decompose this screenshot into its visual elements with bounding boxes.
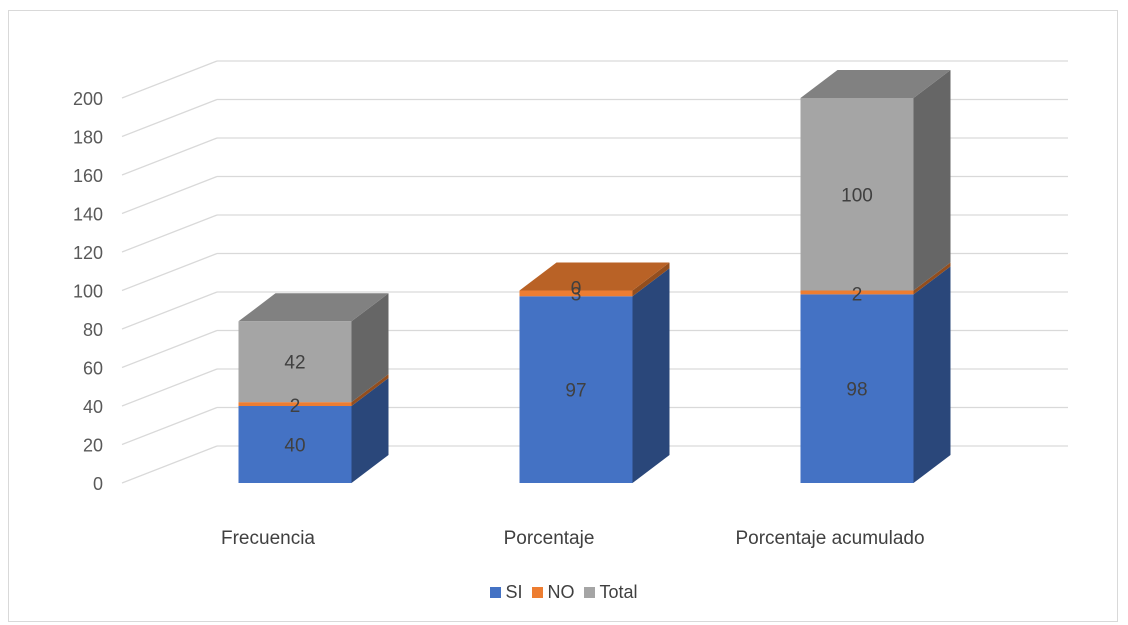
bar-front-no-2: [800, 290, 914, 295]
bar-front-total-0: [238, 321, 352, 403]
bar-top-1: [519, 262, 670, 291]
legend-label-si: SI: [505, 582, 523, 602]
y-tick-label-1: 20: [83, 436, 103, 456]
y-tick-label-8: 160: [73, 166, 103, 186]
data-label-si-1: 97: [565, 381, 586, 402]
stacked-3d-bar-chart: 02040608010012014016018020040242Frecuenc…: [73, 60, 1068, 549]
bar-side-total-2: [913, 70, 951, 291]
y-tick-label-6: 120: [73, 243, 103, 263]
y-tick-label-3: 60: [83, 359, 103, 379]
gridline-diagonal-7: [121, 175, 218, 215]
data-label-si-0: 40: [284, 436, 305, 457]
bar-top-0: [238, 293, 389, 322]
x-category-label-2: Porcentaje acumulado: [735, 528, 924, 549]
legend-swatch-si: [490, 587, 502, 598]
data-label-no-0: 2: [290, 396, 301, 417]
bar-side-si-0: [351, 378, 389, 483]
data-label-total-1: 0: [571, 279, 582, 300]
gridline-diagonal-9: [121, 98, 218, 138]
gridline-diagonal-3: [121, 329, 218, 369]
bar-top-2: [800, 70, 951, 98]
legend-label-no: NO: [547, 582, 575, 602]
legend-swatch-no: [532, 587, 544, 598]
bar-front-si-1: [519, 296, 633, 483]
legend-item-no: NO: [532, 582, 574, 603]
y-tick-label-5: 100: [73, 282, 103, 302]
legend-item-si: SI: [490, 582, 522, 603]
gridline-diagonal-5: [121, 252, 218, 292]
bar-front-si-2: [800, 294, 914, 483]
x-category-label-0: Frecuencia: [221, 528, 315, 549]
y-tick-label-7: 140: [73, 205, 103, 225]
x-category-label-1: Porcentaje: [504, 528, 595, 549]
y-tick-label-9: 180: [73, 128, 103, 148]
bar-front-no-1: [519, 290, 633, 297]
bar-side-total-0: [351, 293, 389, 403]
y-tick-label-4: 80: [83, 320, 103, 340]
data-label-si-2: 98: [846, 380, 867, 401]
bar-side-no-2: [913, 262, 951, 295]
legend-swatch-total: [584, 587, 596, 598]
y-tick-label-2: 40: [83, 397, 103, 417]
gridline-diagonal-6: [121, 214, 218, 253]
legend-item-total: Total: [584, 582, 638, 603]
bar-front-no-0: [238, 402, 352, 406]
y-tick-label-10: 200: [73, 89, 103, 109]
y-tick-label-0: 0: [93, 474, 103, 494]
bar-side-no-1: [632, 262, 670, 297]
gridline-diagonal-10: [121, 60, 218, 99]
legend-label-total: Total: [599, 582, 638, 602]
data-label-no-1: 3: [571, 285, 582, 306]
gridline-diagonal-2: [121, 368, 218, 407]
data-label-no-2: 2: [852, 285, 863, 306]
bar-side-no-0: [351, 374, 389, 406]
bar-front-si-0: [238, 406, 352, 483]
data-label-total-2: 100: [841, 185, 873, 206]
bar-side-si-1: [632, 268, 670, 483]
bar-side-si-2: [913, 266, 951, 483]
gridline-diagonal-1: [121, 406, 218, 446]
gridline-diagonal-8: [121, 137, 218, 176]
data-label-total-0: 42: [284, 353, 305, 374]
gridline-diagonal-0: [121, 445, 218, 484]
bar-front-total-2: [800, 98, 914, 291]
gridline-diagonal-4: [121, 291, 218, 330]
legend: SI NO Total: [0, 582, 1128, 603]
